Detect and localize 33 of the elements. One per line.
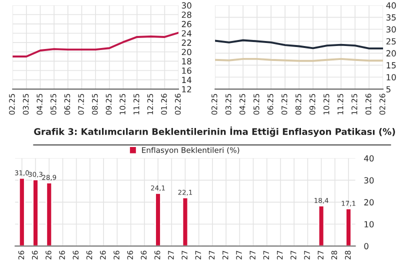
y-tick-label: 25 <box>386 38 396 45</box>
y-tick-label: 30 <box>182 2 192 9</box>
y-tick-label: 16 <box>182 67 192 74</box>
y-tick-label: 5 <box>386 86 390 92</box>
y-tick-label: 30 <box>364 177 374 184</box>
line-series <box>12 32 178 58</box>
y-tick-label: 15 <box>386 62 396 68</box>
y-tick-label: 22 <box>182 40 192 46</box>
y-tick-label: 14 <box>182 76 192 83</box>
line-series <box>215 39 384 50</box>
y-tick-label: 10 <box>364 221 374 228</box>
bar <box>46 182 53 246</box>
y-tick-label: 40 <box>386 2 396 9</box>
y-tick-label: 20 <box>364 199 374 206</box>
chart-title: Grafik 3: Katılımcıların Beklentilerinin İma Ettiği Enflasyon Patikası (%) <box>34 126 395 137</box>
y-tick-label: 28 <box>182 12 192 18</box>
y-tick-label: 24 <box>182 30 192 36</box>
y-tick-label: 30 <box>386 26 396 33</box>
y-tick-label: 12 <box>182 86 192 92</box>
y-tick-label: 40 <box>364 155 374 162</box>
bar <box>345 208 352 246</box>
y-tick-label: 10 <box>386 74 396 80</box>
bar <box>18 177 26 246</box>
bar <box>182 196 189 246</box>
y-tick-label: 26 <box>182 20 192 28</box>
y-tick-label: 0 <box>364 243 368 250</box>
y-tick-label: 18 <box>182 58 192 64</box>
y-tick-label: 20 <box>182 48 192 56</box>
bar <box>318 204 325 246</box>
y-tick-label: 35 <box>386 14 396 21</box>
y-tick-label: 20 <box>386 50 396 56</box>
bar <box>32 178 39 246</box>
bar <box>154 192 162 246</box>
